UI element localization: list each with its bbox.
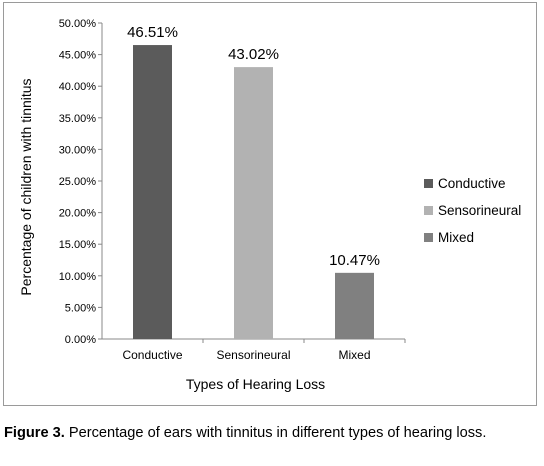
- legend-item-sensorineural: Sensorineural: [424, 197, 521, 224]
- bar-sensorineural: [234, 67, 273, 340]
- x-tick-label: Sensorineural: [216, 348, 290, 362]
- legend-swatch-sensorineural: [424, 206, 433, 215]
- legend-item-conductive: Conductive: [424, 170, 521, 197]
- y-tick-label: 40.00%: [59, 81, 97, 93]
- bar-mixed: [335, 272, 374, 339]
- legend-swatch-conductive: [424, 179, 433, 188]
- y-tick-label: 5.00%: [65, 302, 96, 314]
- legend-swatch-mixed: [424, 233, 433, 242]
- chart-legend: Conductive Sensorineural Mixed: [424, 170, 521, 251]
- legend-label-sensorineural: Sensorineural: [438, 203, 522, 218]
- y-tick-label: 35.00%: [59, 113, 97, 125]
- x-tick-label: Mixed: [338, 348, 370, 362]
- bar-data-label: 10.47%: [329, 252, 380, 269]
- y-tick-label: 20.00%: [59, 208, 97, 220]
- y-tick-label: 45.00%: [59, 50, 97, 62]
- y-tick-label: 10.00%: [59, 271, 97, 283]
- y-tick-label: 50.00%: [59, 18, 97, 30]
- bar-data-label: 46.51%: [127, 24, 178, 41]
- y-tick-label: 15.00%: [59, 239, 97, 251]
- y-tick-label: 25.00%: [59, 176, 97, 188]
- legend-label-conductive: Conductive: [438, 176, 506, 191]
- x-axis-title: Types of Hearing Loss: [186, 376, 325, 392]
- figure-caption-label: Figure 3.: [4, 425, 65, 441]
- figure-caption: Figure 3. Percentage of ears with tinnit…: [4, 423, 540, 443]
- legend-item-mixed: Mixed: [424, 224, 521, 251]
- bar-data-label: 43.02%: [228, 46, 279, 63]
- y-tick-label: 30.00%: [59, 144, 97, 156]
- legend-label-mixed: Mixed: [438, 230, 475, 245]
- bar-chart: 0.00% 5.00% 10.00% 15.00% 20.00% 25.00% 30.00%…: [18, 18, 406, 392]
- y-tick-label: 0.00%: [65, 334, 96, 346]
- y-axis-title: Percentage of children with tinnitus: [18, 78, 34, 295]
- figure-caption-text: Percentage of ears with tinnitus in diff…: [64, 425, 487, 441]
- x-tick-label: Conductive: [122, 348, 182, 362]
- bar-conductive: [133, 45, 172, 340]
